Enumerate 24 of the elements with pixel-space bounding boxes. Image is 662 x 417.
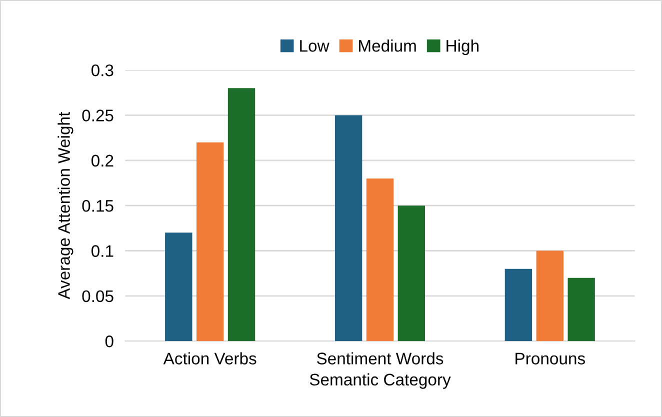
legend-label: Medium [359, 40, 416, 52]
y-tick-label: 0.15 [82, 200, 114, 212]
bar [398, 206, 426, 342]
bar [334, 115, 362, 342]
y-tick-label: 0.3 [91, 64, 114, 76]
x-tick-label: Action Verbs [163, 352, 256, 364]
bar [536, 250, 564, 342]
bar [366, 178, 394, 342]
legend-label: High [446, 40, 478, 56]
y-tick-label: 0.25 [82, 110, 114, 122]
bar [196, 142, 224, 342]
y-tick-label: 0.1 [91, 245, 114, 257]
y-tick-label: 0.2 [91, 154, 114, 167]
bar [165, 232, 192, 342]
x-tick-label: Sentiment Words [316, 352, 444, 364]
x-axis-title: Semantic Category [310, 373, 451, 389]
legend-label: Low [300, 40, 330, 52]
y-tick-label: 0.05 [82, 290, 114, 302]
bar [228, 88, 256, 342]
bar [568, 278, 595, 342]
x-tick-label: Pronouns [516, 352, 585, 364]
bar [504, 268, 532, 342]
y-tick-label: 0 [105, 336, 114, 348]
y-axis-title: Average Attention Weight [58, 112, 74, 300]
